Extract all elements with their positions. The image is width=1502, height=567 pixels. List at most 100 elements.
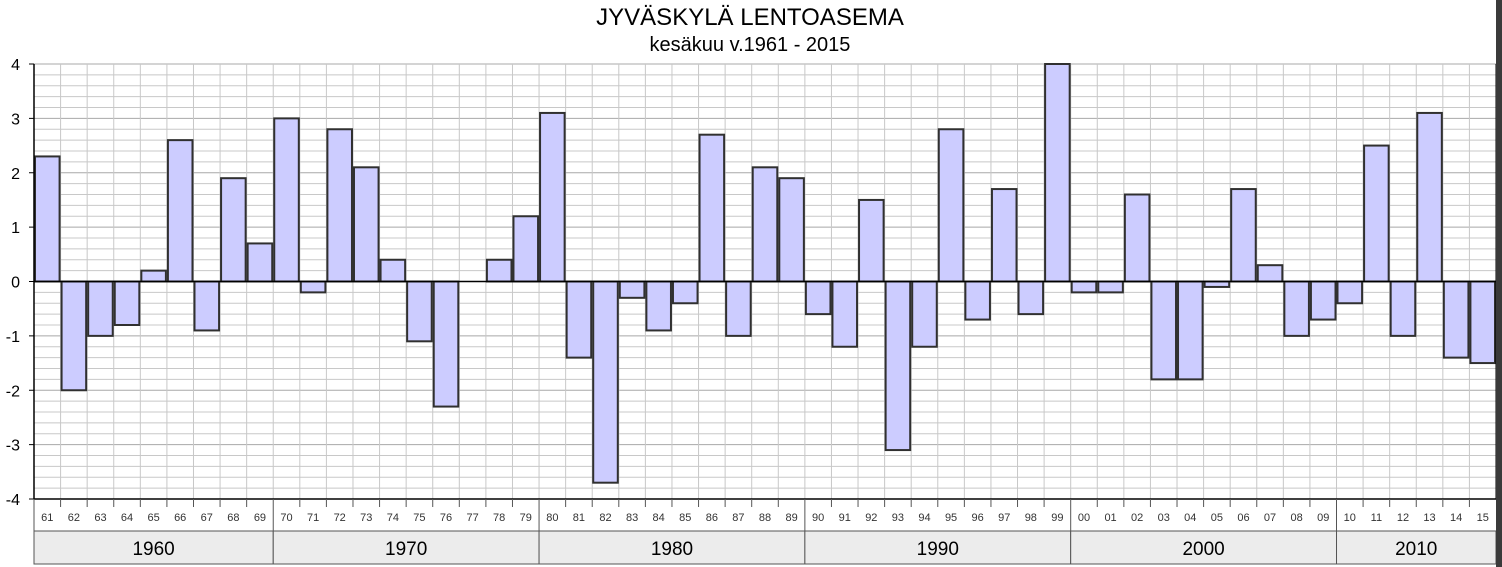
x-tick-label: 97 xyxy=(998,512,1010,524)
x-tick-label: 68 xyxy=(227,512,239,524)
bar xyxy=(990,188,1018,283)
decade-label: 1970 xyxy=(385,539,427,560)
x-tick-label: 14 xyxy=(1450,512,1462,524)
x-tick-label: 76 xyxy=(440,512,452,524)
x-tick-label: 66 xyxy=(174,512,186,524)
y-tick-label: 1 xyxy=(11,220,20,237)
x-tick-label: 70 xyxy=(280,512,292,524)
y-tick-label: -3 xyxy=(6,438,20,455)
bar xyxy=(1123,193,1151,283)
x-tick-label: 74 xyxy=(387,512,399,524)
x-tick-label: 79 xyxy=(520,512,532,524)
bar xyxy=(1230,188,1257,283)
decade-label: 2010 xyxy=(1395,539,1437,560)
x-tick-label: 96 xyxy=(972,512,984,524)
x-tick-label: 04 xyxy=(1184,512,1196,524)
bar xyxy=(113,280,141,326)
bar xyxy=(645,280,672,332)
x-tick-label: 80 xyxy=(546,512,558,524)
x-tick-label: 90 xyxy=(812,512,824,524)
x-tick-label: 87 xyxy=(732,512,744,524)
x-tick-label: 84 xyxy=(653,512,665,524)
bar xyxy=(964,280,991,321)
bar xyxy=(220,177,247,283)
bar xyxy=(831,280,859,348)
bar xyxy=(1363,144,1390,283)
y-tick-label: 4 xyxy=(11,57,20,74)
x-tick-label: 10 xyxy=(1344,512,1356,524)
x-tick-label: 05 xyxy=(1211,512,1223,524)
x-tick-label: 78 xyxy=(493,512,505,524)
bar xyxy=(1309,280,1337,321)
bar xyxy=(1150,280,1178,381)
x-tick-label: 62 xyxy=(68,512,80,524)
bar xyxy=(299,280,327,294)
x-tick-label: 07 xyxy=(1264,512,1276,524)
bar xyxy=(273,117,300,283)
y-tick-label: 3 xyxy=(11,111,20,128)
x-tick-label: 86 xyxy=(706,512,718,524)
bar xyxy=(1070,280,1098,294)
bar xyxy=(937,128,965,283)
bar xyxy=(1442,280,1470,359)
bar xyxy=(618,280,646,299)
bar xyxy=(778,177,805,283)
bar xyxy=(1416,111,1443,283)
bar xyxy=(1017,280,1045,316)
bar xyxy=(1336,280,1364,305)
x-tick-label: 89 xyxy=(785,512,797,524)
decade-cell xyxy=(804,530,1072,565)
x-tick-label: 15 xyxy=(1477,512,1489,524)
x-tick-label: 65 xyxy=(147,512,159,524)
x-tick-label: 08 xyxy=(1291,512,1303,524)
x-tick-label: 92 xyxy=(865,512,877,524)
chart-subtitle: kesäkuu v.1961 - 2015 xyxy=(650,34,851,56)
x-tick-label: 94 xyxy=(918,512,930,524)
x-tick-label: 00 xyxy=(1078,512,1090,524)
x-tick-label: 63 xyxy=(94,512,106,524)
y-tick-label: -4 xyxy=(6,492,20,509)
bar xyxy=(804,280,832,316)
bar xyxy=(166,139,194,283)
x-tick-label: 72 xyxy=(334,512,346,524)
x-tick-label: 01 xyxy=(1104,512,1116,524)
x-tick-label: 88 xyxy=(759,512,771,524)
bar xyxy=(1283,280,1310,337)
decade-cell xyxy=(1070,530,1338,565)
bar xyxy=(1256,264,1284,283)
y-tick-label: 0 xyxy=(11,275,20,292)
x-tick-label: 69 xyxy=(254,512,266,524)
x-tick-label: 11 xyxy=(1371,512,1382,524)
bar xyxy=(60,280,88,392)
bar xyxy=(352,166,380,283)
decade-row: 1960 1970 1980 1990 2000 2010 xyxy=(33,507,1497,565)
bar xyxy=(246,242,274,283)
x-tick-label: 61 xyxy=(41,512,53,524)
bar xyxy=(432,280,460,408)
x-tick-label: 75 xyxy=(413,512,425,524)
bar xyxy=(592,280,619,484)
bar xyxy=(87,280,114,337)
decade-cell xyxy=(1336,530,1497,565)
x-tick-label: 93 xyxy=(892,512,904,524)
bar xyxy=(751,166,779,283)
x-tick-label: 67 xyxy=(201,512,213,524)
x-tick-label: 02 xyxy=(1131,512,1143,524)
x-tick-label: 99 xyxy=(1051,512,1063,524)
x-tick-label: 71 xyxy=(307,512,319,524)
x-tick-label: 85 xyxy=(679,512,691,524)
bar xyxy=(379,258,407,283)
bar xyxy=(193,280,221,332)
bar xyxy=(406,280,433,343)
bar xyxy=(884,280,912,452)
bar xyxy=(326,128,353,283)
bar xyxy=(140,269,167,283)
bar xyxy=(565,280,593,359)
bar xyxy=(539,111,566,283)
decade-label: 1960 xyxy=(132,539,174,560)
x-tick-label: 12 xyxy=(1397,512,1409,524)
x-tick-label: 06 xyxy=(1237,512,1249,524)
x-tick-label: 82 xyxy=(599,512,611,524)
